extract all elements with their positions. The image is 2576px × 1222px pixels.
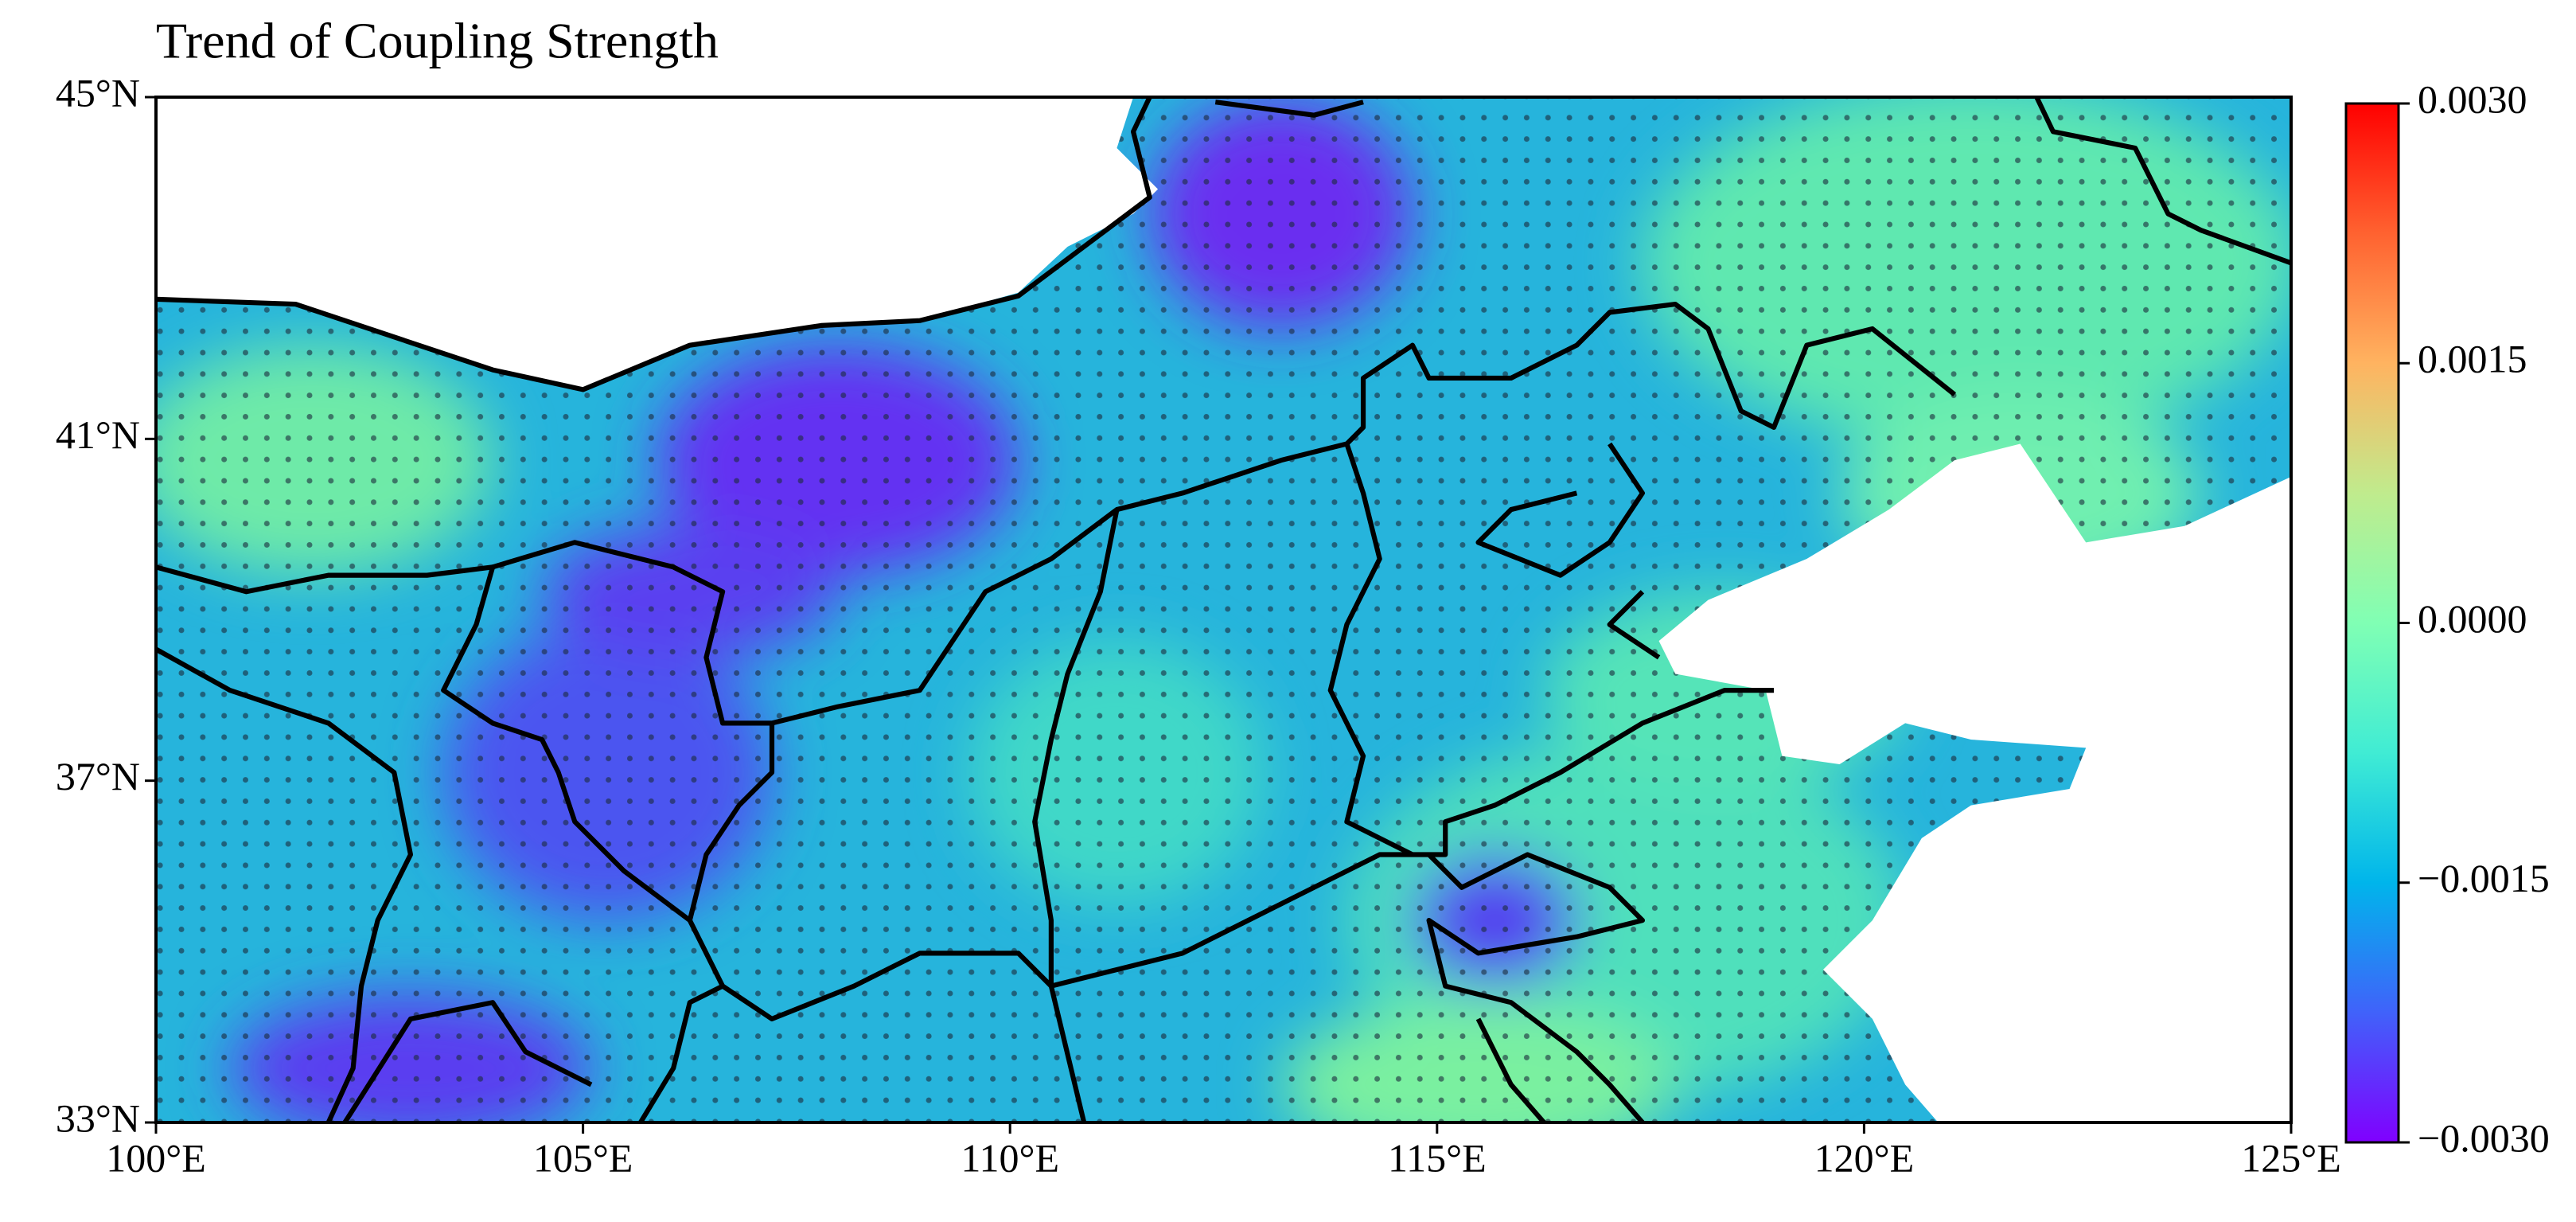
- y-tick-label: 37°N: [56, 754, 140, 798]
- x-tick-label: 120°E: [1814, 1135, 1915, 1180]
- colorbar-tick-label: −0.0030: [2418, 1115, 2550, 1160]
- map-frame: [154, 96, 2293, 1124]
- map-title: Trend of Coupling Strength: [156, 13, 719, 69]
- x-tick-label: 100°E: [106, 1135, 206, 1180]
- x-tick-label: 110°E: [961, 1135, 1059, 1180]
- colorbar-tick-label: 0.0015: [2418, 337, 2527, 381]
- y-tick-label: 41°N: [56, 412, 140, 457]
- map-field: [156, 97, 2292, 1122]
- masked-area: [156, 97, 1159, 390]
- y-tick-label: 45°N: [56, 70, 140, 115]
- x-tick-label: 115°E: [1388, 1135, 1487, 1180]
- x-tick-label: 105°E: [533, 1135, 633, 1180]
- y-tick-label: 33°N: [56, 1095, 140, 1140]
- boundaries: [156, 97, 2292, 1122]
- sea: [1658, 443, 2292, 1122]
- colorbar-tick-label: 0.0030: [2418, 76, 2527, 121]
- colorbar: [2344, 102, 2400, 1144]
- x-tick-label: 125°E: [2241, 1135, 2341, 1180]
- colorbar-tick-label: 0.0000: [2418, 596, 2527, 641]
- colorbar-tick-label: −0.0015: [2418, 856, 2550, 900]
